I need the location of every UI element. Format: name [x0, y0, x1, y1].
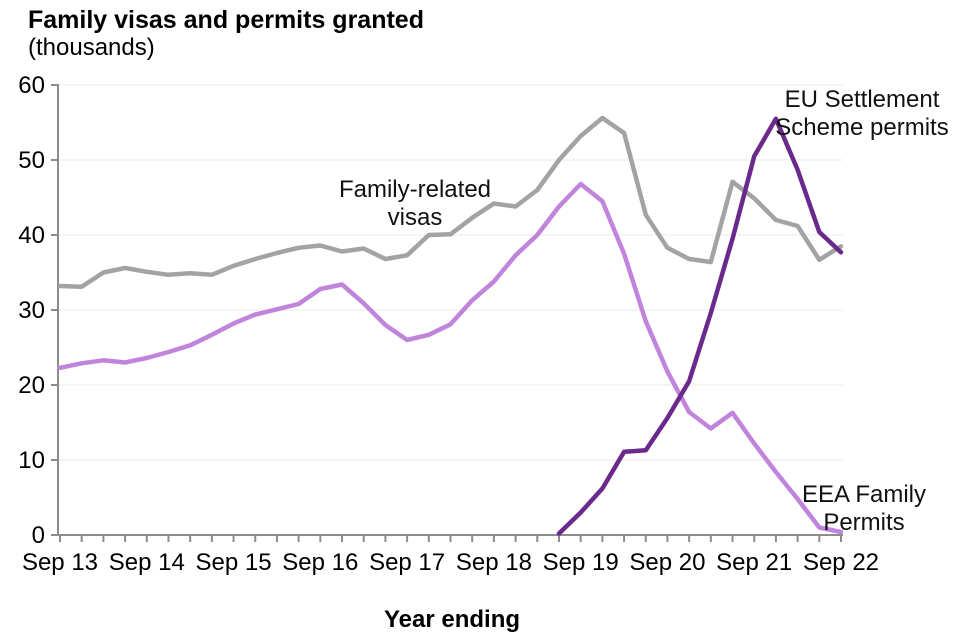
series-line-family-visas: [57, 115, 844, 290]
chart-header: Family visas and permits granted (thousa…: [28, 6, 424, 62]
chart-subtitle: (thousands): [28, 34, 155, 61]
series-label-eea-line1: EEA Family: [802, 481, 926, 508]
axes: [51, 84, 843, 542]
y-tick-label-60: 60: [18, 72, 45, 99]
chart-title: Family visas and permits granted: [28, 6, 424, 34]
series-line-ess-permits: [556, 116, 844, 536]
x-tick-label-Sep-22: Sep 22: [803, 549, 879, 576]
x-tick-label-Sep-14: Sep 14: [109, 549, 185, 576]
x-tick-label-Sep-13: Sep 13: [22, 549, 98, 576]
gridlines: [58, 84, 843, 461]
y-tick-label-50: 50: [18, 147, 45, 174]
x-tick-label-Sep-20: Sep 20: [629, 549, 705, 576]
series-label-ess-line2: Scheme permits: [775, 114, 948, 141]
y-tick-label-10: 10: [18, 447, 45, 474]
x-tick-label-Sep-17: Sep 17: [369, 549, 445, 576]
x-tick-label-Sep-18: Sep 18: [456, 549, 532, 576]
series-line-eea-permits: [57, 181, 844, 535]
x-tick-label-Sep-15: Sep 15: [196, 549, 272, 576]
x-tick-labels: Sep 13 Sep 14 Sep 15 Sep 16 Sep 17 Sep 18 Sep …: [22, 549, 879, 576]
series-lines: [57, 115, 844, 536]
x-tick-label-Sep-19: Sep 19: [543, 549, 619, 576]
y-tick-label-30: 30: [18, 297, 45, 324]
series-label-eea-line2: Permits: [823, 509, 904, 536]
y-tick-label-0: 0: [32, 522, 45, 549]
x-axis-title: Year ending: [384, 606, 520, 633]
x-tick-label-Sep-21: Sep 21: [716, 549, 792, 576]
series-label-family-visas-line1: Family-related: [339, 176, 491, 203]
y-tick-labels: 0 10 20 30 40 50 60: [18, 72, 45, 549]
y-tick-label-20: 20: [18, 372, 45, 399]
series-label-family-visas-line2: visas: [388, 204, 443, 231]
series-label-ess-line1: EU Settlement: [785, 86, 940, 113]
y-tick-label-40: 40: [18, 222, 45, 249]
x-tick-label-Sep-16: Sep 16: [282, 549, 358, 576]
